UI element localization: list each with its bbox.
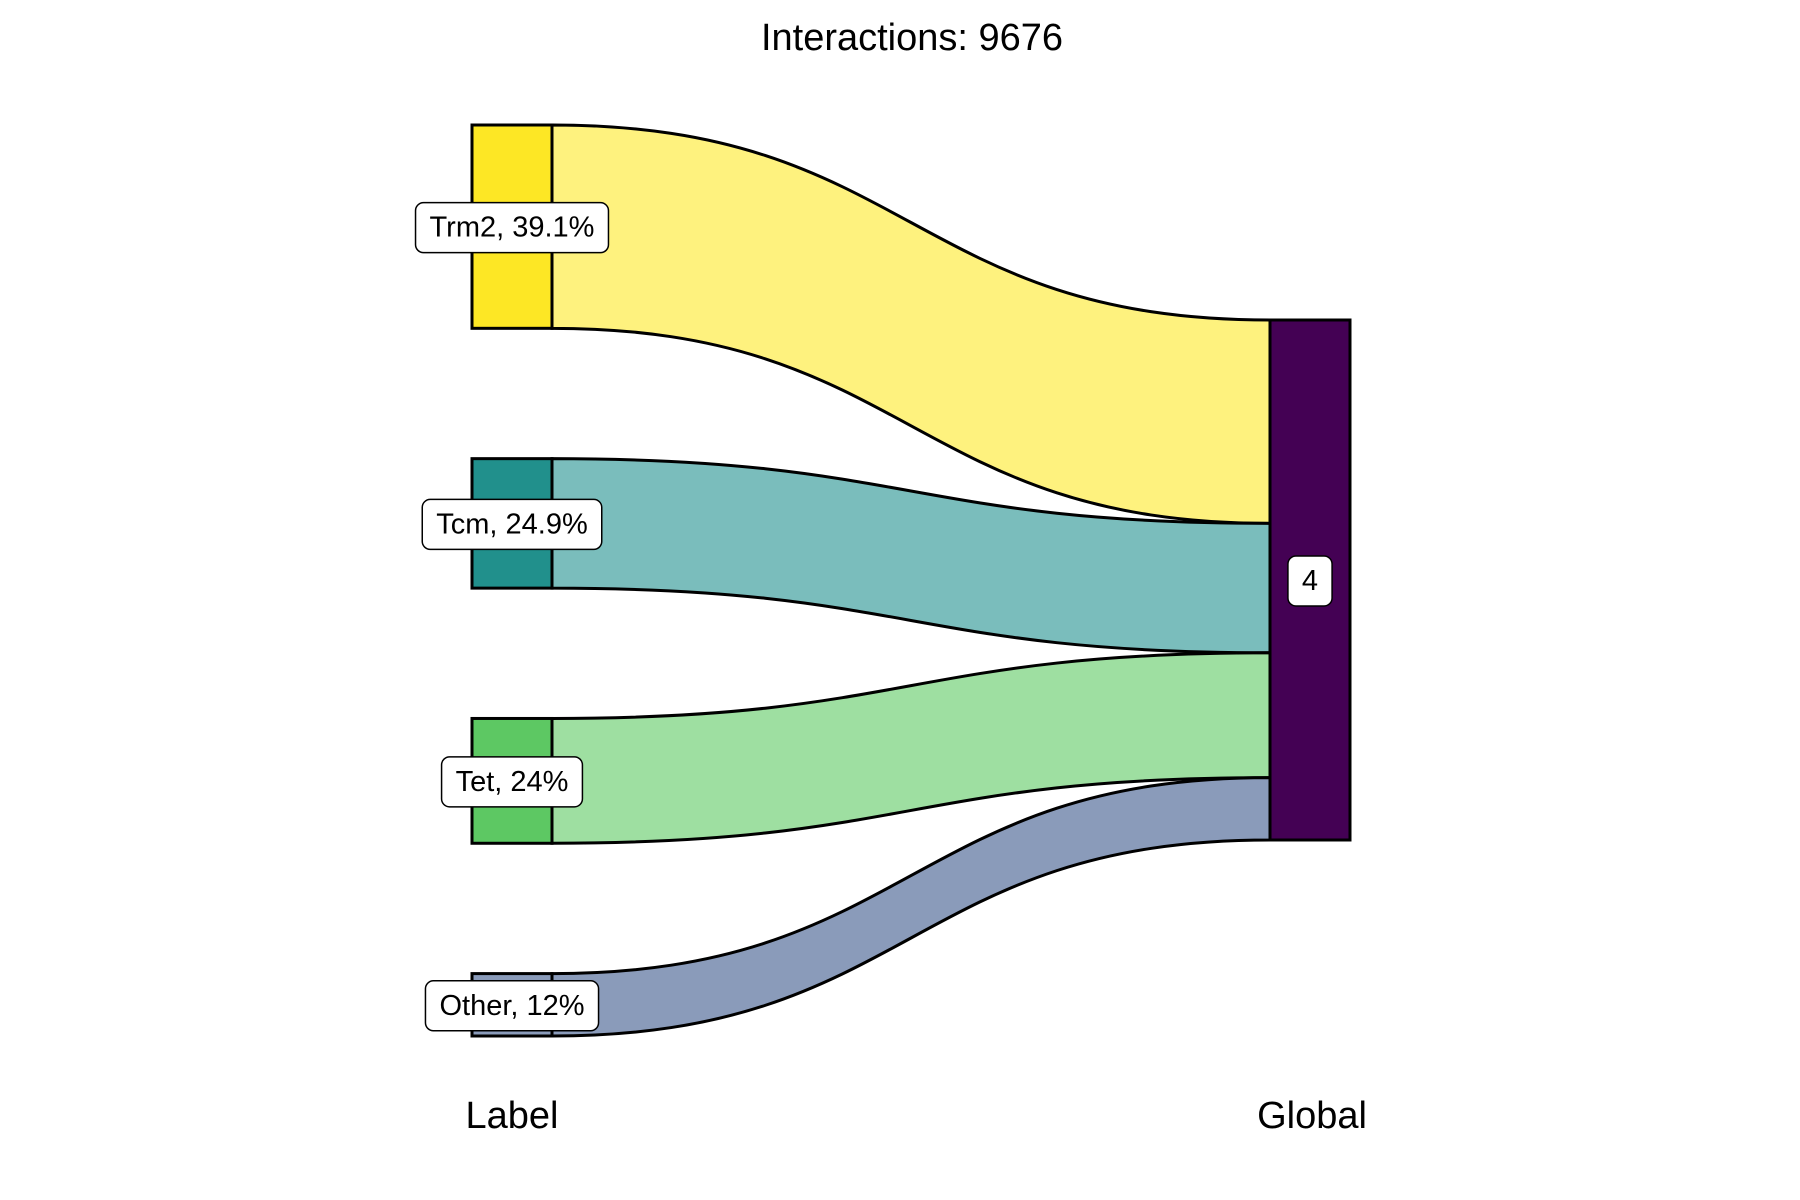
label-other-text: Other, 12% <box>439 990 584 1022</box>
label-other-box <box>424 980 600 1032</box>
label-tet-text: Tet, 24% <box>456 766 569 798</box>
chart-title: Interactions: 9676 <box>761 17 1063 59</box>
axis-label-left: Label <box>466 1095 559 1137</box>
label-tet-box <box>440 756 584 808</box>
label-tcm-box <box>421 498 603 551</box>
label-tcm-text: Tcm, 24.9% <box>436 508 588 540</box>
label-other: Other, 12% <box>424 980 600 1032</box>
labels-group: Trm2, 39.1% Tcm, 24.9% Tet, 24% Other, 12% 4 <box>414 201 1333 1032</box>
axis-label-right: Global <box>1257 1095 1367 1137</box>
label-tet: Tet, 24% <box>440 756 584 808</box>
label-4-text: 4 <box>1302 565 1318 597</box>
flows-group <box>550 123 1272 1038</box>
label-4: 4 <box>1287 555 1333 607</box>
label-trm2-text: Trm2, 39.1% <box>430 212 595 244</box>
label-tcm: Tcm, 24.9% <box>421 498 603 551</box>
label-trm2: Trm2, 39.1% <box>414 201 610 254</box>
label-4-box <box>1287 555 1333 607</box>
label-trm2-box <box>414 201 610 254</box>
